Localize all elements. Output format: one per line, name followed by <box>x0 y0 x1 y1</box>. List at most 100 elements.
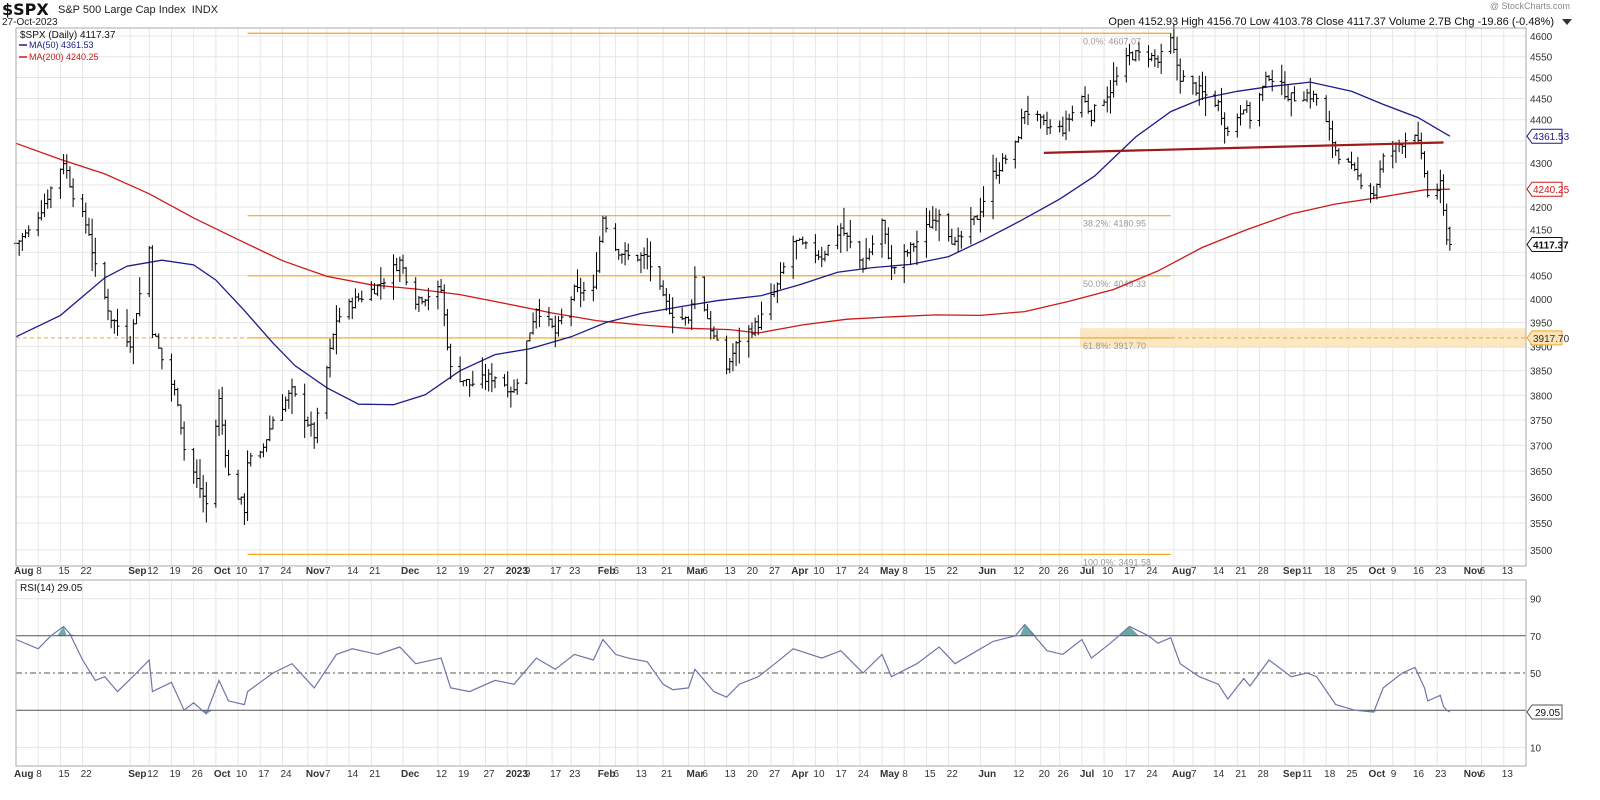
date-tick-label: Feb <box>598 769 616 780</box>
ohlc-bar <box>445 308 450 351</box>
price-tick-label: 4150 <box>1530 226 1553 237</box>
ohlc-bar <box>1190 75 1195 95</box>
ohlc-bar <box>191 448 196 484</box>
date-tick-label: 11 <box>1302 566 1313 577</box>
ohlc-bar <box>746 325 751 358</box>
date-tick-label: 12 <box>147 566 159 577</box>
dropdown-arrow-icon[interactable] <box>1562 19 1572 25</box>
ohlc-bar <box>692 266 697 310</box>
ohlc-bar <box>1257 92 1262 127</box>
date-tick-label: Aug <box>1172 566 1191 577</box>
ohlc-bar <box>1248 101 1253 129</box>
ohlc-bar <box>1130 51 1135 61</box>
ohlc-bar <box>1324 95 1329 123</box>
date-tick-label: 6 <box>702 769 708 780</box>
ohlc-bar <box>1105 86 1110 113</box>
ohlc-bar <box>1368 183 1373 203</box>
date-tick-label: Aug <box>1172 769 1191 780</box>
date-tick-label: Jun <box>978 769 996 780</box>
ohlc-bar <box>613 223 618 251</box>
ohlc-bar <box>1390 140 1395 169</box>
date-tick-label: 8 <box>36 566 42 577</box>
date-tick-label: Jul <box>1080 769 1095 780</box>
ohlc-bar <box>1359 173 1364 190</box>
ohlc-bar <box>293 385 298 397</box>
date-tick-label: 2023 <box>506 566 529 577</box>
date-tick-label: 17 <box>258 566 270 577</box>
ohlc-bar <box>1355 156 1360 181</box>
date-tick-label: Nov <box>306 566 325 577</box>
ohlc-bar <box>1419 132 1424 160</box>
ohlc-bar <box>236 469 241 500</box>
ohlc-bar <box>334 305 339 355</box>
ohlc-bar <box>1175 36 1180 81</box>
date-tick-label: 6 <box>702 566 708 577</box>
date-tick-label: 25 <box>1346 769 1358 780</box>
ohlc-bar <box>1133 49 1138 62</box>
ohlc-bar <box>71 178 76 208</box>
price-tick-label: 4550 <box>1530 53 1553 64</box>
price-tick-label: 4050 <box>1530 271 1553 282</box>
ohlc-bar <box>537 298 542 328</box>
ohlc-bar <box>959 230 964 249</box>
date-tick-label: 21 <box>1235 769 1247 780</box>
ticker-symbol: $SPX <box>2 0 49 19</box>
date-tick-label: 11 <box>1302 769 1313 780</box>
ohlc-bar <box>324 365 329 420</box>
date-tick-label: Mar <box>687 566 705 577</box>
date-tick-label: Jun <box>978 566 996 577</box>
ohlc-bar <box>194 459 199 489</box>
fib-level-label: 100.0%: 3491.58 <box>1083 557 1151 567</box>
neckline <box>1043 141 1444 154</box>
ohlc-bar <box>217 389 222 437</box>
ohlc-bar <box>20 233 25 251</box>
date-tick-label: 24 <box>858 566 870 577</box>
chart-header: $SPX S&P 500 Large Cap Index INDX 27-Oct… <box>0 0 1600 28</box>
fib-level-label: 38.2%: 4180.95 <box>1083 219 1146 229</box>
date-tick-label: 27 <box>483 566 495 577</box>
ohlc-bar <box>204 482 209 523</box>
ohlc-bar <box>1089 109 1094 127</box>
date-tick-label: 26 <box>1058 566 1070 577</box>
date-tick-label: 16 <box>1413 769 1425 780</box>
svg-text:3917.70: 3917.70 <box>1533 334 1570 345</box>
date-tick-label: 13 <box>636 566 648 577</box>
fib-level-label: 50.0%: 4049.33 <box>1083 279 1146 289</box>
ohlc-bar <box>933 208 938 231</box>
ohlc-bar <box>112 319 117 334</box>
watermark: @ StockCharts.com <box>1489 1 1570 11</box>
ohlc-bar <box>248 452 253 467</box>
ohlc-bar <box>169 353 174 402</box>
ohlc-bar <box>835 225 840 250</box>
date-tick-label: 10 <box>813 566 825 577</box>
date-tick-label: 9 <box>525 566 531 577</box>
ma50-layer <box>15 81 1451 406</box>
ohlc-bar <box>1311 90 1316 103</box>
ohlc-bar <box>36 211 41 237</box>
date-tick-label: 12 <box>436 566 448 577</box>
ohlc-bar <box>794 239 799 260</box>
ohlc-bar <box>553 315 558 348</box>
index-full-name: S&P 500 Large Cap Index <box>58 4 186 16</box>
date-tick-label: 7 <box>1191 566 1197 577</box>
date-tick-label: 12 <box>1013 769 1025 780</box>
date-tick-label: 20 <box>1039 566 1051 577</box>
ohlc-bar <box>845 232 850 252</box>
ohlc-bar <box>635 254 640 262</box>
ohlc-bar <box>902 244 907 284</box>
ohlc-bar <box>864 238 869 270</box>
ohlc-bar <box>197 459 202 498</box>
date-tick-label: 6 <box>1480 566 1486 577</box>
rsi-extreme-fill <box>57 626 67 636</box>
price-tick-label: 4300 <box>1530 159 1553 170</box>
date-tick-label: 20 <box>747 769 759 780</box>
date-tick-label: 22 <box>81 769 93 780</box>
ohlc-bar <box>826 244 831 257</box>
date-tick-label: 27 <box>769 566 781 577</box>
ohlc-bar <box>350 297 355 320</box>
ohlc-bar <box>86 217 91 236</box>
date-tick-label: 15 <box>924 566 936 577</box>
ohlc-bar <box>956 227 961 253</box>
date-tick-label: 23 <box>569 566 581 577</box>
